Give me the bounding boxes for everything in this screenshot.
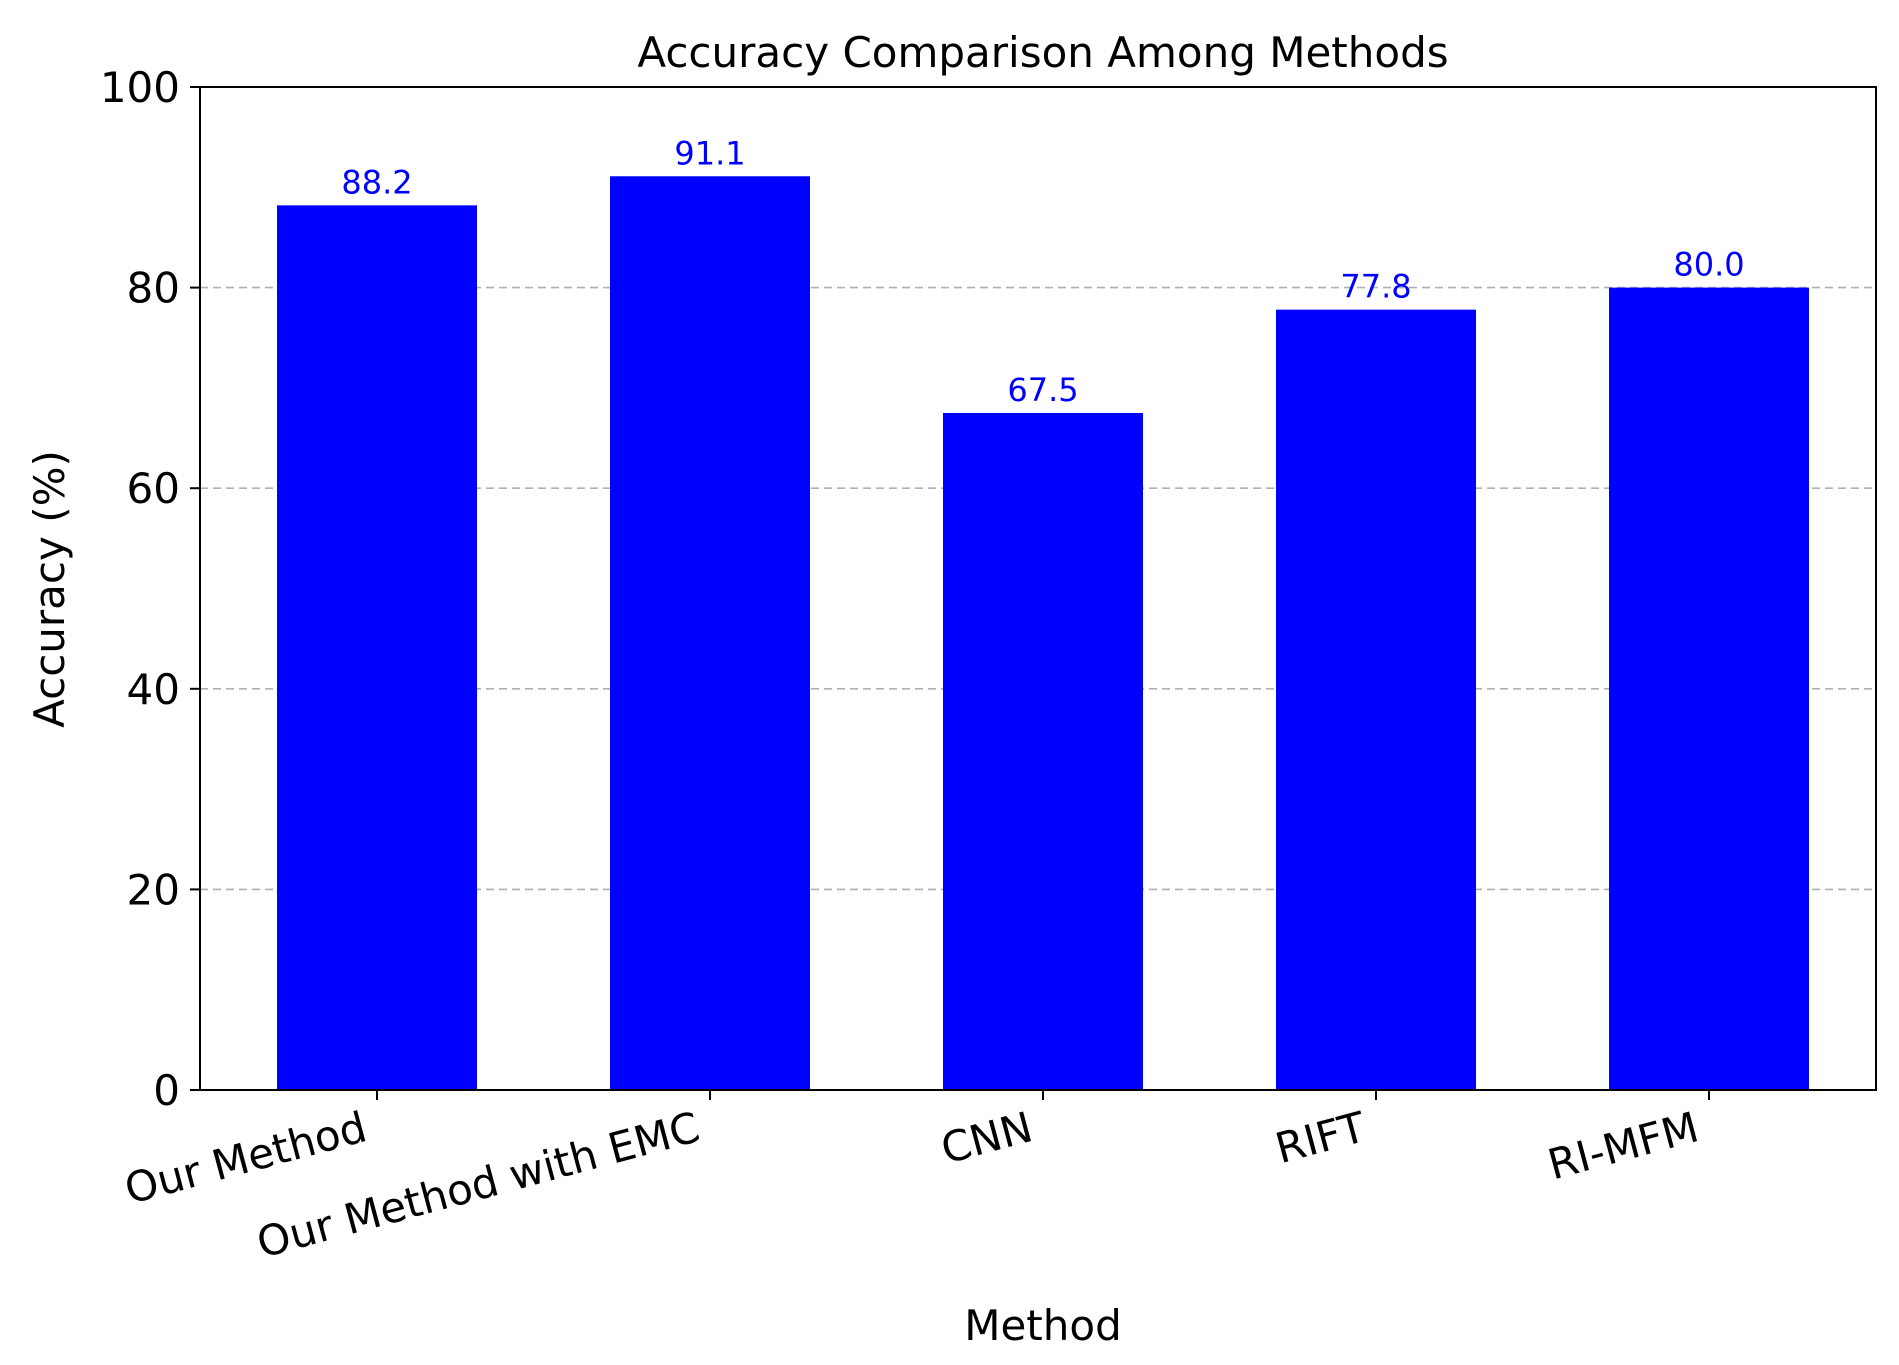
x-tick-label: RI-MFM bbox=[1543, 1102, 1704, 1189]
y-tick-label: 20 bbox=[127, 865, 180, 914]
x-tick-label: RIFT bbox=[1270, 1102, 1371, 1173]
chart-title: Accuracy Comparison Among Methods bbox=[637, 28, 1448, 77]
plot-frame bbox=[199, 86, 1877, 1091]
x-axis-label: Method bbox=[964, 1301, 1122, 1350]
bar bbox=[943, 412, 1143, 1091]
bar bbox=[1609, 287, 1809, 1091]
bar bbox=[277, 205, 477, 1090]
bar-value-label: 91.1 bbox=[674, 134, 745, 172]
y-tick-label: 60 bbox=[127, 464, 180, 513]
bar-value-label: 80.0 bbox=[1673, 246, 1744, 284]
bar-value-label: 67.5 bbox=[1007, 371, 1078, 409]
y-tick-label: 40 bbox=[127, 665, 180, 714]
bar bbox=[610, 176, 810, 1091]
y-tick-label: 0 bbox=[153, 1066, 180, 1115]
y-axis-ticks: 0 20 40 60 80 100 bbox=[100, 63, 200, 1115]
y-tick-label: 80 bbox=[127, 264, 180, 313]
bars bbox=[277, 176, 1809, 1091]
y-tick-label: 100 bbox=[100, 63, 180, 112]
bar-value-label: 88.2 bbox=[341, 163, 412, 201]
y-axis-label: Accuracy (%) bbox=[25, 450, 74, 728]
bar bbox=[1276, 309, 1476, 1090]
x-tick-label: Our Method bbox=[120, 1102, 372, 1213]
value-labels: 88.2 91.1 67.5 77.8 80.0 bbox=[341, 134, 1744, 409]
x-tick-label: CNN bbox=[936, 1102, 1038, 1173]
bar-value-label: 77.8 bbox=[1340, 268, 1411, 306]
